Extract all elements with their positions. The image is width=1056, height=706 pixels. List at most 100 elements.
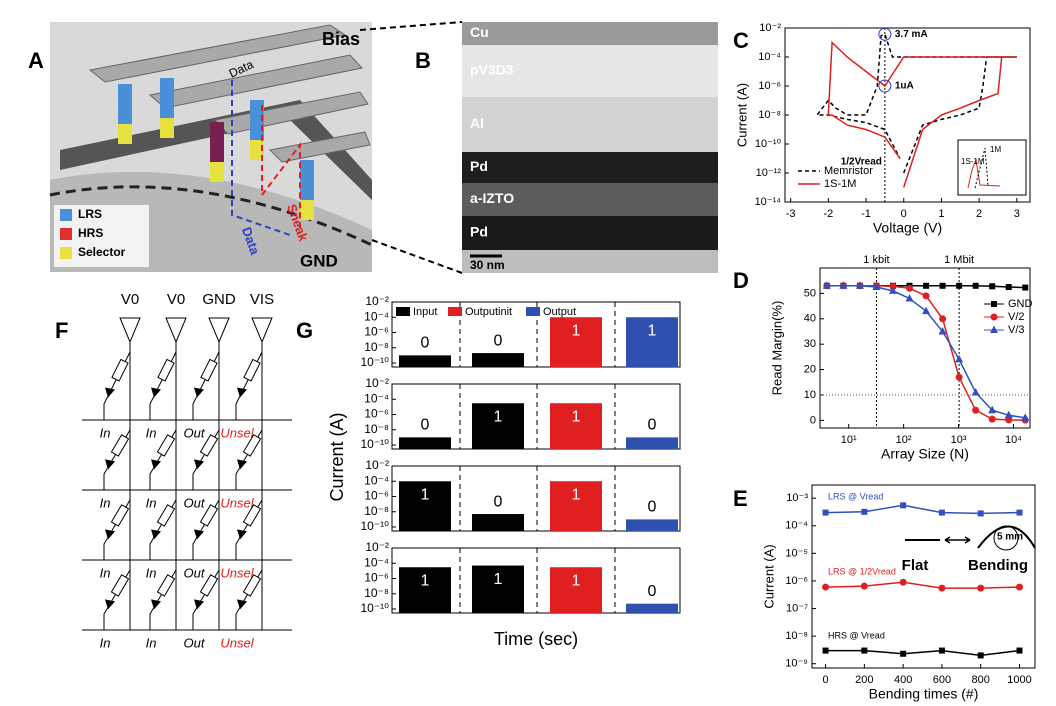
arrow bbox=[944, 536, 971, 544]
layer-label: Cu bbox=[470, 24, 489, 40]
value-label: 1 bbox=[572, 486, 581, 503]
legend-label: Input bbox=[413, 306, 437, 318]
legend-label: 1S-1M bbox=[824, 178, 856, 190]
point bbox=[938, 647, 945, 654]
selector bbox=[105, 459, 115, 470]
cell-label: Unsel bbox=[220, 425, 254, 440]
memristor bbox=[242, 574, 262, 597]
y-tick-label: 10⁻⁶ bbox=[785, 575, 808, 587]
y-tick-label: 10⁻¹⁰ bbox=[361, 519, 390, 533]
y-tick-label: 10⁻² bbox=[759, 22, 781, 34]
gnd-label: GND bbox=[300, 251, 338, 270]
cell-label: Out bbox=[184, 495, 206, 510]
point bbox=[988, 405, 997, 414]
point bbox=[889, 282, 897, 290]
cells bbox=[118, 78, 314, 220]
connector bbox=[359, 21, 463, 31]
selector bbox=[105, 387, 115, 398]
cell-label: Out bbox=[184, 635, 206, 650]
memristor bbox=[243, 358, 261, 382]
bar bbox=[399, 437, 451, 449]
y-tick-label: 10⁻¹⁰ bbox=[755, 138, 782, 150]
point bbox=[955, 373, 963, 381]
value-label: 0 bbox=[494, 332, 503, 349]
legend-swatch bbox=[448, 307, 462, 316]
panel-a-illustration: Bias GND Data Sneak Data bbox=[49, 22, 373, 272]
memristor bbox=[157, 358, 175, 382]
y-tick-label: 10⁻⁴ bbox=[758, 51, 781, 63]
substrate-edge bbox=[49, 185, 373, 247]
subplot-frame bbox=[391, 383, 681, 450]
panel-label: B bbox=[415, 48, 431, 73]
layer-label: a-IZTO bbox=[470, 190, 514, 206]
point bbox=[899, 578, 907, 586]
y-tick-label: 10⁻¹² bbox=[756, 167, 782, 179]
memristor bbox=[110, 574, 130, 597]
y-tick-label: 10⁻⁸ bbox=[785, 630, 808, 642]
selector bbox=[194, 387, 204, 398]
column-header: V0 bbox=[167, 291, 185, 308]
legend-label: Selector bbox=[78, 245, 126, 259]
y-tick-label: 10⁻⁷ bbox=[786, 602, 808, 614]
memristor bbox=[242, 504, 262, 527]
point bbox=[988, 415, 996, 423]
value-label: 0 bbox=[648, 499, 657, 516]
legend-label: V/3 bbox=[1008, 324, 1025, 336]
point bbox=[822, 281, 831, 289]
selector bbox=[151, 529, 161, 540]
y-tick-label: 10⁻⁵ bbox=[785, 547, 808, 559]
x-tick-label: -3 bbox=[786, 208, 796, 220]
y-tick-label: 10⁻² bbox=[365, 376, 389, 390]
layer bbox=[462, 45, 718, 97]
cell-label: Unsel bbox=[220, 495, 254, 510]
point bbox=[922, 292, 930, 300]
legend-swatch bbox=[60, 247, 72, 259]
driver bbox=[119, 317, 141, 344]
series-line bbox=[815, 33, 1017, 174]
legend-label: LRS bbox=[78, 207, 102, 221]
point bbox=[977, 652, 984, 659]
point bbox=[977, 510, 984, 517]
inset-label: 1M bbox=[990, 145, 1001, 154]
x-axis-label: Time (sec) bbox=[494, 629, 578, 649]
bar bbox=[626, 317, 678, 367]
y-tick-label: 10⁻¹⁴ bbox=[755, 196, 782, 208]
point bbox=[1021, 413, 1030, 421]
bending-circle bbox=[993, 525, 1019, 551]
memristor bbox=[110, 434, 130, 457]
bar bbox=[550, 567, 602, 613]
driver bbox=[208, 317, 230, 344]
selector bbox=[151, 387, 161, 398]
point bbox=[938, 326, 947, 335]
point bbox=[971, 387, 980, 396]
selector bbox=[194, 599, 204, 610]
legend-label: Outputinit bbox=[465, 306, 512, 318]
point bbox=[939, 315, 947, 323]
bias-label: Bias bbox=[322, 29, 360, 49]
value-label: 1 bbox=[494, 571, 503, 588]
selector bbox=[105, 529, 115, 540]
point bbox=[888, 286, 897, 294]
bar bbox=[550, 317, 602, 367]
value-label: 1 bbox=[572, 408, 581, 425]
point bbox=[938, 584, 946, 592]
y-tick-label: 30 bbox=[804, 338, 816, 350]
cell-label: Unsel bbox=[220, 565, 254, 580]
y-tick-label: 10⁻⁶ bbox=[364, 489, 389, 503]
cell-label: In bbox=[146, 635, 157, 650]
value-label: 1 bbox=[572, 322, 581, 339]
selector bbox=[151, 599, 161, 610]
subplot-frame bbox=[391, 465, 681, 532]
x-tick-label: 0 bbox=[823, 674, 829, 686]
annotation: Flat bbox=[902, 557, 929, 574]
column-header: V0 bbox=[121, 291, 139, 308]
panel-label: G bbox=[296, 318, 313, 343]
bar bbox=[550, 481, 602, 531]
y-tick-label: 10⁻⁸ bbox=[758, 109, 781, 121]
subplot-frame bbox=[391, 301, 681, 368]
point bbox=[905, 293, 914, 302]
point bbox=[855, 281, 864, 289]
column-header: GND bbox=[202, 291, 236, 308]
legend-label: Memristor bbox=[824, 165, 873, 177]
